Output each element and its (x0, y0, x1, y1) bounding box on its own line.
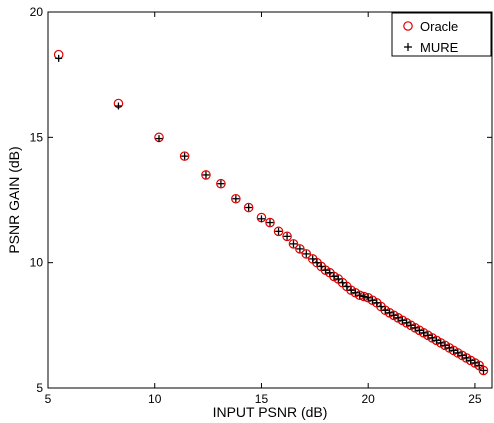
mure-point (475, 361, 483, 369)
oracle-point (282, 231, 292, 242)
mure-point (232, 195, 240, 203)
oracle-point (179, 151, 190, 161)
oracle-point (273, 226, 284, 237)
mure-point (155, 135, 163, 143)
mure-point (398, 316, 406, 324)
mure-point (386, 309, 394, 317)
mure-point (471, 359, 479, 367)
mure-point (424, 331, 432, 339)
mure-point (114, 102, 122, 110)
mure-point (364, 294, 372, 302)
oracle-point (295, 244, 305, 254)
y-tick-label: 20 (30, 5, 44, 19)
mure-point (217, 180, 225, 188)
mure-point (313, 259, 321, 267)
mure-point (257, 215, 265, 223)
mure-point (462, 354, 470, 362)
mure-point (356, 291, 364, 299)
y-axis-title: PSNR GAIN (dB) (6, 146, 22, 253)
mure-point (420, 329, 428, 337)
mure-point (441, 341, 449, 349)
y-tick-label: 15 (30, 130, 44, 144)
mure-point (266, 219, 274, 227)
mure-point (415, 326, 423, 334)
oracle-point (216, 178, 226, 189)
x-tick-label: 15 (255, 392, 269, 406)
mure-point (289, 240, 297, 248)
mure-point (55, 54, 63, 62)
mure-point (326, 269, 334, 277)
x-tick-label: 5 (45, 392, 52, 406)
mure-point (377, 303, 385, 311)
mure-point (403, 319, 411, 327)
axis-tick-labels: 5 10 15 20 25 5 10 15 20 (30, 5, 482, 406)
mure-point (411, 324, 419, 332)
x-axis-title: INPUT PSNR (dB) (213, 404, 328, 420)
mure-point (202, 171, 210, 179)
mure-point (347, 286, 355, 294)
mure-point (450, 346, 458, 354)
oracle-point (243, 202, 254, 213)
mure-point (339, 279, 347, 287)
plot-area-frame (47, 11, 493, 389)
mure-point (334, 275, 342, 283)
mure-point (351, 289, 359, 297)
mure-point (373, 299, 381, 307)
data-points (53, 49, 489, 376)
mure-point (407, 321, 415, 329)
mure-point (309, 255, 317, 263)
oracle-point (265, 217, 275, 228)
mure-point (381, 306, 389, 314)
mure-point (394, 314, 402, 322)
mure-point (479, 366, 487, 374)
mure-point (368, 296, 376, 304)
mure-point (343, 282, 351, 290)
mure-point (454, 349, 462, 357)
y-tick-label: 5 (36, 381, 43, 395)
y-tick-label: 10 (30, 256, 44, 270)
x-tick-label: 25 (468, 392, 482, 406)
legend: Oracle MURE (391, 12, 492, 57)
oracle-point (288, 239, 299, 249)
x-tick-label: 10 (148, 392, 162, 406)
oracle-point (478, 365, 489, 376)
mure-point (275, 227, 283, 235)
mure-point (181, 152, 189, 160)
mure-point (458, 351, 466, 359)
mure-point (428, 334, 436, 342)
oracle-point (301, 249, 312, 259)
mure-point (360, 293, 368, 301)
mure-point (322, 266, 329, 274)
x-tick-label: 20 (362, 392, 376, 406)
oracle-point (201, 170, 211, 180)
legend-oracle-label: Oracle (420, 19, 458, 34)
legend-oracle-marker (403, 21, 413, 31)
mure-point (317, 262, 325, 270)
mure-point (302, 250, 310, 258)
legend-mure-label: MURE (420, 40, 459, 55)
oracle-point (231, 193, 241, 204)
mure-point (433, 336, 440, 344)
mure-point (437, 339, 445, 347)
mure-point (296, 245, 304, 253)
mure-point (245, 204, 253, 212)
mure-point (283, 232, 291, 240)
mure-point (445, 344, 453, 352)
mure-point (330, 272, 338, 280)
mure-point (467, 356, 475, 364)
mure-point (390, 311, 398, 319)
legend-mure-marker (404, 43, 412, 51)
